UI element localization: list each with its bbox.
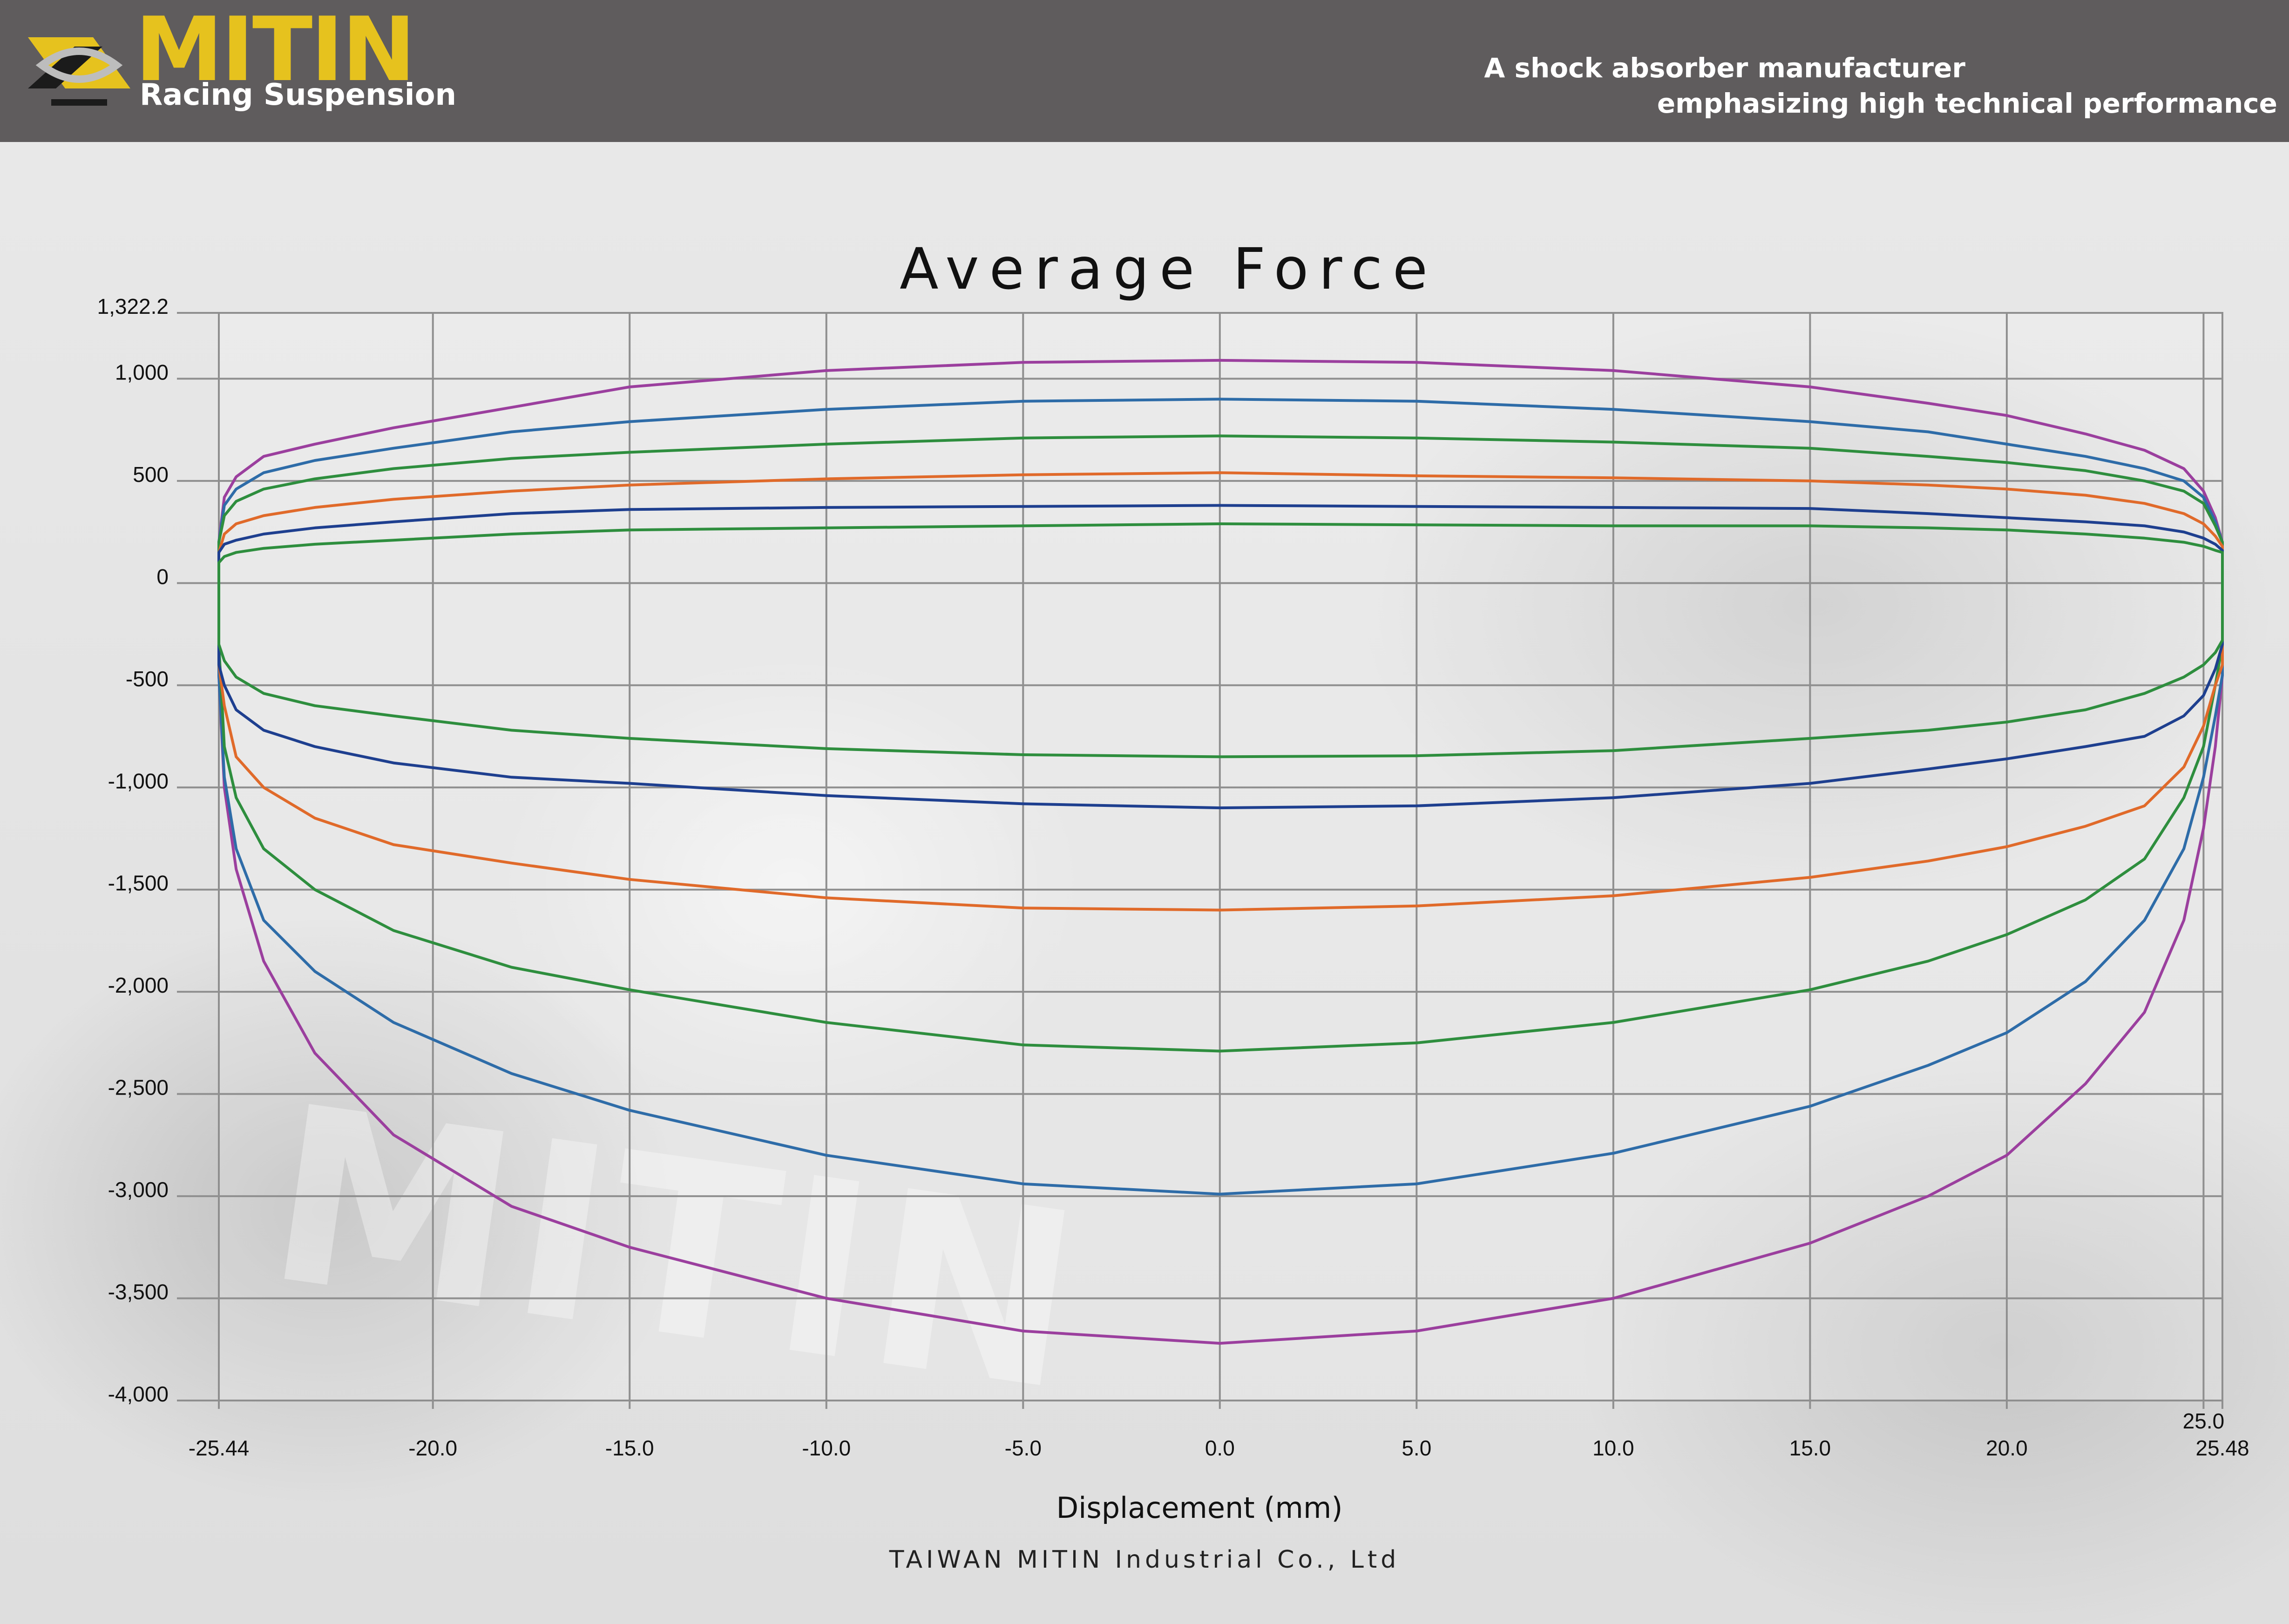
y-tick-label: 500 <box>133 462 169 487</box>
tagline-line-2: emphasizing high technical performance <box>1657 88 2277 119</box>
force-curve-series-4 <box>217 471 2224 912</box>
force-curve-series-5 <box>217 504 2224 810</box>
brand-name: MITIN <box>135 0 416 101</box>
y-tick-label: -3,000 <box>108 1177 169 1202</box>
header-bar: MITIN Racing Suspension A shock absorber… <box>0 0 2289 142</box>
force-curve-series-2 <box>217 398 2224 1196</box>
y-tick-label: -500 <box>126 667 169 691</box>
y-tick-label: -1,500 <box>108 871 169 895</box>
x-tick-label: -15.0 <box>605 1436 654 1460</box>
brand-subtitle: Racing Suspension <box>140 78 457 112</box>
y-tick-label: 1,000 <box>115 360 169 384</box>
tagline-line-1: A shock absorber manufacturer <box>1484 52 1965 84</box>
x-tick-label: 25.0 <box>2183 1409 2225 1433</box>
x-tick-label: -20.0 <box>408 1436 457 1460</box>
y-tick-label: 1,322.2 <box>97 294 169 318</box>
x-tick-label: 20.0 <box>1986 1436 2028 1460</box>
x-tick-label: -25.44 <box>189 1436 249 1460</box>
y-tick-label: -4,000 <box>108 1382 169 1406</box>
x-tick-label: 0.0 <box>1205 1436 1235 1460</box>
x-tick-label: 10.0 <box>1592 1436 1634 1460</box>
x-tick-label: -10.0 <box>802 1436 851 1460</box>
brand-logo-icon <box>28 37 130 106</box>
y-tick-label: -3,500 <box>108 1280 169 1304</box>
x-tick-label: 25.48 <box>2195 1436 2249 1460</box>
y-tick-label: -2,500 <box>108 1076 169 1100</box>
x-axis-label: Displacement (mm) <box>1056 1491 1342 1525</box>
x-tick-label: -5.0 <box>1005 1436 1042 1460</box>
company-footer: TAIWAN MITIN Industrial Co., Ltd <box>889 1546 1400 1574</box>
y-tick-label: -2,000 <box>108 973 169 997</box>
y-tick-label: -1,000 <box>108 769 169 793</box>
x-tick-label: 5.0 <box>1402 1436 1431 1460</box>
x-tick-label: 15.0 <box>1789 1436 1831 1460</box>
tagline: A shock absorber manufacturer emphasizin… <box>1484 50 2277 121</box>
y-tick-label: 0 <box>156 564 169 589</box>
chart-title: Average Force <box>900 236 1438 302</box>
force-curve-series-6 <box>217 522 2224 758</box>
